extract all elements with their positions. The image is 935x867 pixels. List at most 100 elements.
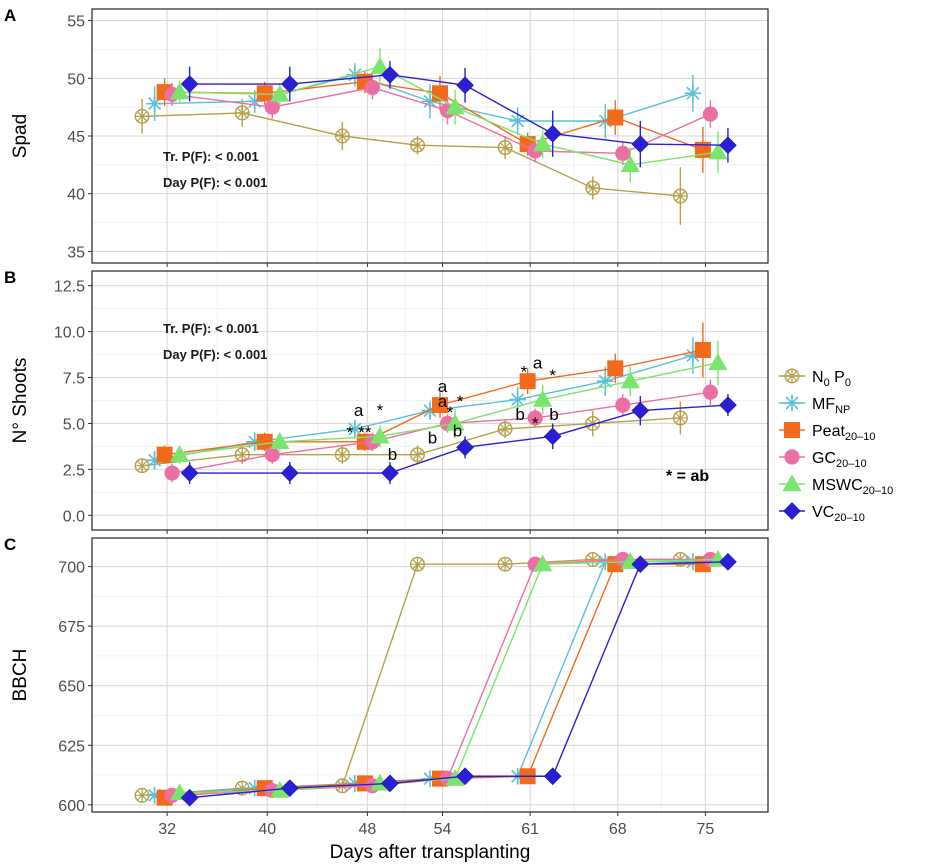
data-point	[719, 553, 737, 571]
annotation-label: b	[388, 445, 397, 464]
data-point	[180, 75, 199, 93]
legend-label-sub2: 0	[845, 377, 851, 389]
annotation-label: b	[453, 421, 462, 440]
data-point	[596, 372, 614, 390]
series-N0P0	[134, 99, 688, 225]
legend-marker	[784, 449, 800, 465]
annotation-label: *	[377, 401, 384, 420]
data-point	[334, 447, 350, 463]
data-point	[234, 447, 250, 463]
data-point	[370, 426, 390, 444]
data-point	[533, 554, 553, 572]
legend-label: Peat20–10	[812, 423, 876, 443]
data-point-cross	[585, 416, 600, 431]
data-point	[381, 65, 399, 84]
y-axis-title: N° Shoots	[10, 358, 31, 444]
x-tick-label: 68	[609, 821, 627, 838]
legend-label-sub: 20–10	[845, 431, 876, 443]
y-tick-label: 45	[67, 129, 85, 146]
legend-label-base: VC	[812, 504, 834, 521]
data-point	[270, 84, 290, 102]
data-point	[456, 76, 474, 95]
y-tick-label: 10.0	[54, 325, 85, 342]
x-tick-label: 54	[434, 821, 452, 838]
data-point-cross	[498, 140, 512, 155]
data-point	[381, 774, 399, 793]
data-point	[585, 180, 601, 196]
data-point	[497, 140, 513, 156]
data-point	[164, 465, 180, 481]
legend-label-base: N	[812, 369, 824, 386]
legend-marker	[783, 394, 801, 412]
data-point	[445, 413, 465, 431]
series-MSWC	[170, 340, 728, 464]
data-point	[409, 556, 425, 572]
data-point	[497, 556, 513, 572]
data-point	[409, 447, 425, 463]
legend-label-base2: P	[830, 369, 845, 386]
data-point	[620, 371, 640, 389]
data-point-cross	[585, 181, 600, 195]
data-point	[702, 384, 719, 400]
legend-label-sub: 20–10	[863, 485, 894, 497]
annotation-label: b	[428, 429, 437, 448]
x-axis-title: Days after transplanting	[330, 842, 531, 863]
annotation-label: b	[549, 405, 558, 424]
legend-label: N0 P0	[812, 369, 851, 389]
annotation-label: b	[515, 405, 524, 424]
data-point	[533, 389, 553, 407]
annotation-label: **	[358, 423, 372, 442]
y-tick-label: 5.0	[63, 416, 85, 433]
data-point	[334, 128, 350, 144]
data-point	[631, 555, 650, 574]
stats-text: Day P(F): < 0.001	[163, 175, 267, 190]
data-point	[246, 779, 264, 797]
legend-label-sub: NP	[835, 404, 850, 416]
data-point-cross	[335, 447, 350, 462]
legend-item-MSWC: MSWC20–10	[779, 474, 893, 497]
annotation-label: *	[532, 414, 539, 433]
data-point	[146, 95, 163, 113]
y-tick-label: 35	[67, 244, 85, 261]
legend-label-base: Peat	[812, 423, 845, 440]
data-point	[456, 767, 474, 786]
legend-marker	[782, 474, 802, 492]
legend-label-base: GC	[812, 450, 836, 467]
y-tick-label: 40	[67, 187, 85, 204]
panel-background	[92, 538, 768, 812]
data-point-cross	[673, 411, 688, 425]
series-VC	[180, 553, 737, 807]
data-point	[346, 420, 364, 438]
series-Peat	[156, 322, 711, 464]
data-point	[684, 347, 702, 364]
note-text: * = ab	[666, 468, 709, 485]
data-point	[684, 84, 702, 102]
annotation-label: a	[533, 353, 543, 372]
data-point	[234, 105, 250, 121]
y-tick-label: 55	[67, 14, 85, 31]
legend-item-Peat: Peat20–10	[779, 422, 876, 443]
legend-marker	[784, 422, 800, 438]
annotation-label: *	[447, 403, 454, 422]
panel-frame	[91, 8, 769, 264]
legend-item-N0P0: N0 P0	[779, 368, 851, 389]
x-tick-label: 75	[697, 821, 715, 838]
data-point	[156, 446, 173, 463]
data-point	[497, 421, 513, 437]
data-point	[456, 438, 474, 457]
legend-label: GC20–10	[812, 450, 867, 470]
data-point	[585, 415, 601, 431]
y-tick-label: 600	[58, 798, 85, 815]
y-tick-label: 50	[67, 71, 85, 88]
panel-B: 0.0 2.5 5.0 7.5 10.0 12.5 N° Shoots B Tr. P(F): …	[4, 268, 769, 534]
data-point	[615, 397, 631, 413]
legend-label: MSWC20–10	[812, 477, 893, 497]
data-point	[264, 99, 280, 115]
y-tick-label: 2.5	[63, 462, 85, 479]
y-tick-label: 0.0	[63, 508, 85, 525]
data-point	[607, 109, 624, 126]
data-point	[246, 433, 264, 451]
annotation-label: a	[438, 392, 448, 411]
series-VC	[180, 60, 737, 168]
